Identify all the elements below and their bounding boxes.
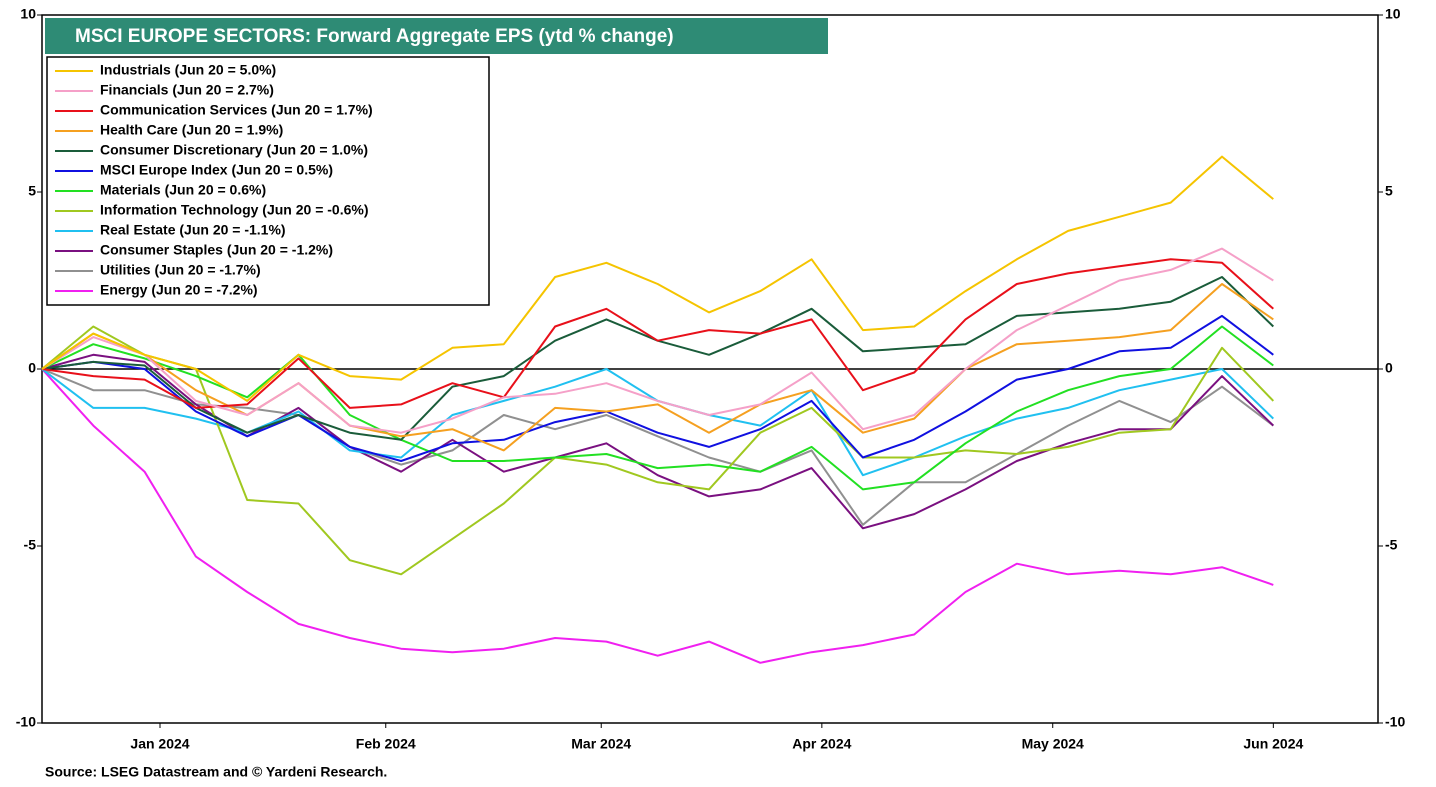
series-line (41, 368, 1274, 526)
x-tick-label: Feb 2024 (356, 736, 416, 752)
y2-tick-label: 0 (1385, 360, 1393, 376)
x-tick-label: Jun 2024 (1243, 736, 1303, 752)
series-line (41, 258, 1274, 409)
legend-label: Consumer Staples (Jun 20 = -1.2%) (100, 242, 333, 258)
y-tick-label: 0 (28, 360, 36, 376)
title-box (45, 18, 828, 54)
series-line (41, 247, 1274, 434)
y2-tick-label: 5 (1385, 183, 1393, 199)
y-tick-label: -10 (16, 714, 36, 730)
series-line (41, 155, 1274, 402)
legend-label: Utilities (Jun 20 = -1.7%) (100, 262, 261, 278)
legend-label: Materials (Jun 20 = 0.6%) (100, 182, 266, 198)
legend-label: Energy (Jun 20 = -7.2%) (100, 282, 258, 298)
y-tick-label: 5 (28, 183, 36, 199)
y-tick-label: -5 (24, 537, 37, 553)
legend-label: Health Care (Jun 20 = 1.9%) (100, 122, 283, 138)
legend-box (46, 56, 490, 306)
series-line (41, 314, 1274, 462)
chart-title: MSCI EUROPE SECTORS: Forward Aggregate E… (75, 26, 674, 47)
legend-label: Communication Services (Jun 20 = 1.7%) (100, 102, 373, 118)
source-note: Source: LSEG Datastream and © Yardeni Re… (45, 764, 387, 780)
x-tick-label: Jan 2024 (130, 736, 189, 752)
x-tick-label: Mar 2024 (571, 736, 631, 752)
series-line (41, 325, 1274, 491)
legend-label: Real Estate (Jun 20 = -1.1%) (100, 222, 286, 238)
y-tick-label: 10 (20, 6, 36, 22)
legend-label: MSCI Europe Index (Jun 20 = 0.5%) (100, 162, 333, 178)
series-line (41, 325, 1275, 576)
legend-label: Information Technology (Jun 20 = -0.6%) (100, 202, 369, 218)
series-line (41, 368, 1274, 664)
x-tick-label: May 2024 (1022, 736, 1084, 752)
y2-tick-label: -5 (1385, 537, 1398, 553)
x-tick-label: Apr 2024 (792, 736, 851, 752)
legend-label: Consumer Discretionary (Jun 20 = 1.0%) (100, 142, 368, 158)
y2-tick-label: 10 (1385, 6, 1401, 22)
legend-label: Industrials (Jun 20 = 5.0%) (100, 62, 276, 78)
y2-tick-label: -10 (1385, 714, 1405, 730)
legend-label: Financials (Jun 20 = 2.7%) (100, 82, 274, 98)
